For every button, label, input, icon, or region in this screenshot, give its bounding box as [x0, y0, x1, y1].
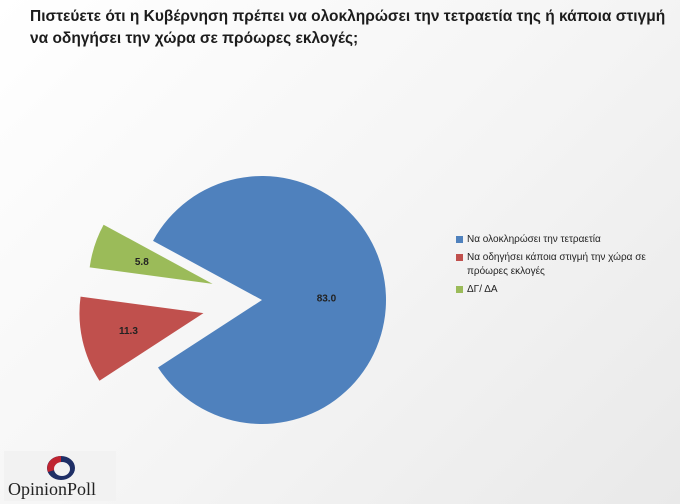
- pie-slice-dont-know: [89, 224, 213, 284]
- legend-swatch-dont-know: [456, 286, 463, 293]
- opinionpoll-logo: OpinionPoll: [4, 451, 116, 501]
- pie-label-early-elections: 11.3: [119, 326, 138, 337]
- legend-item-complete-term: Να ολοκληρώσει την τετραετία: [456, 233, 656, 247]
- pie-label-dont-know: 5.8: [135, 257, 149, 268]
- pie-label-complete-term: 83.0: [317, 293, 337, 304]
- chart-legend: Να ολοκληρώσει την τετραετία Να οδηγήσει…: [456, 233, 656, 301]
- legend-swatch-complete-term: [456, 236, 463, 243]
- legend-label-early-elections: Να οδηγήσει κάποια στιγμή την χώρα σε πρ…: [467, 252, 646, 277]
- logo-text: OpinionPoll: [8, 479, 97, 499]
- pie-slice-complete-term: [153, 176, 386, 425]
- legend-swatch-early-elections: [456, 254, 463, 261]
- legend-item-early-elections: Να οδηγήσει κάποια στιγμή την χώρα σε πρ…: [456, 251, 656, 279]
- logo-mark-icon: [47, 456, 75, 480]
- legend-label-complete-term: Να ολοκληρώσει την τετραετία: [467, 234, 601, 245]
- legend-item-dont-know: ΔΓ/ ΔΑ: [456, 283, 656, 297]
- pie-slice-early-elections: [79, 296, 204, 381]
- legend-label-dont-know: ΔΓ/ ΔΑ: [467, 284, 498, 295]
- chart-title: Πιστεύετε ότι η Κυβέρνηση πρέπει να ολοκ…: [30, 8, 666, 47]
